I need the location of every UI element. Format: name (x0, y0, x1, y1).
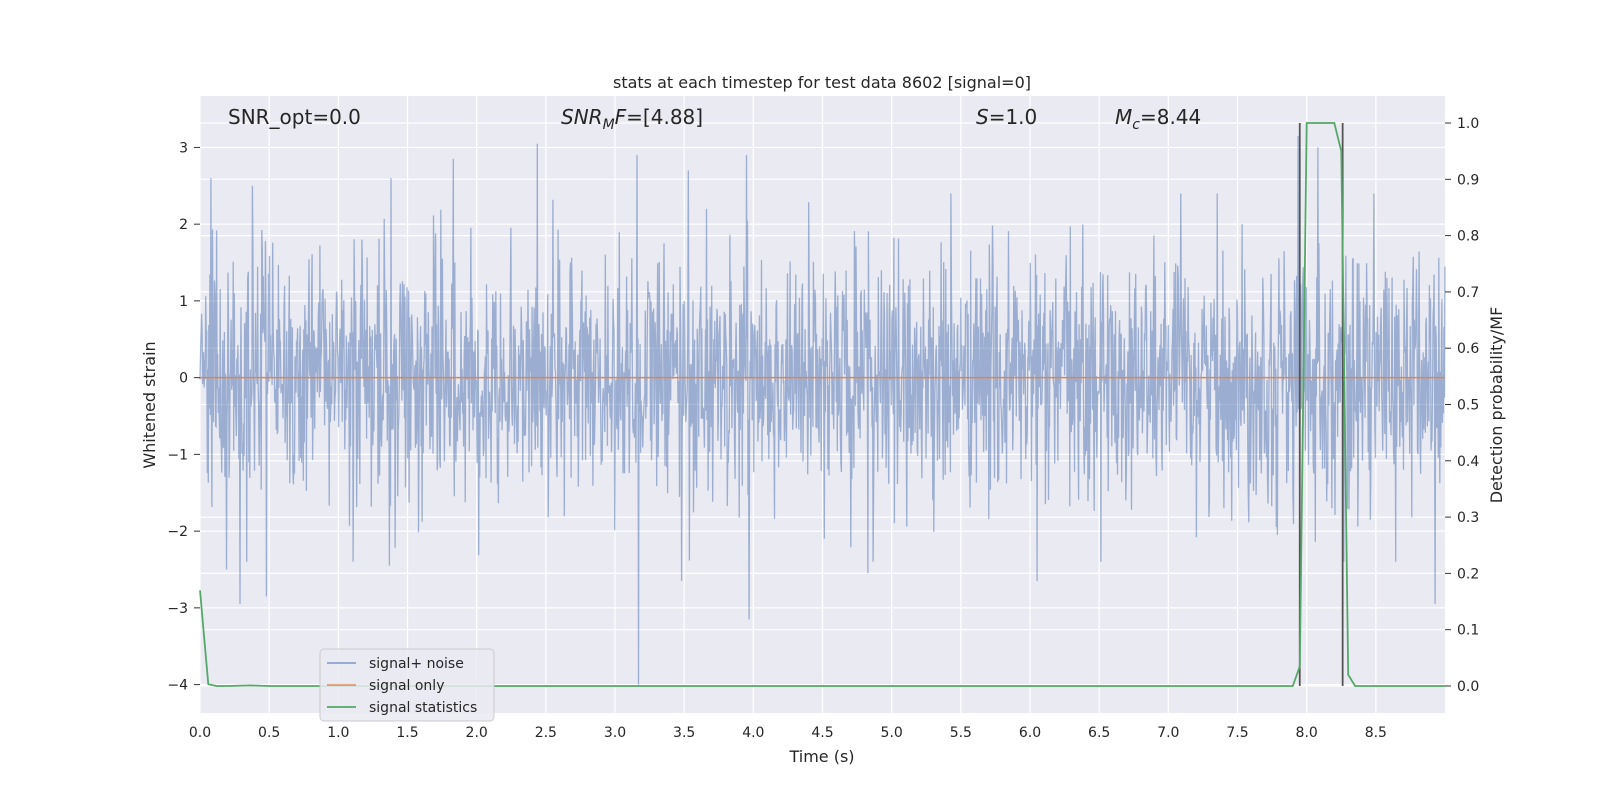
x-tick-label: 0.0 (189, 725, 211, 741)
grid (199, 96, 1445, 713)
mc-var: M (1115, 105, 1132, 129)
legend-label: signal+ noise (369, 656, 464, 672)
y-tick-label: −2 (167, 524, 188, 540)
mc-sub: c (1132, 117, 1140, 133)
x-tick-label: 8.0 (1296, 725, 1318, 741)
x-tick-label: 4.0 (742, 725, 764, 741)
y-axis-label: Whitened strain (140, 341, 159, 468)
y-tick-label: 3 (179, 140, 188, 156)
annotations: SNR_opt=0.0 SNRMF=[4.88] S=1.0 Mc=8.44 (228, 105, 1201, 133)
snr-mf-annotation: SNRMF=[4.88] (561, 105, 703, 133)
y-right-tick-label: 0.9 (1457, 172, 1479, 188)
y-right-tick-label: 0.8 (1457, 229, 1479, 245)
x-tick-label: 0.5 (258, 725, 280, 741)
mc-value: =8.44 (1140, 105, 1201, 129)
s-var: S (976, 105, 989, 129)
x-tick-label: 3.5 (673, 725, 695, 741)
noise-series (199, 135, 1446, 685)
y-right-tick-label: 0.5 (1457, 398, 1479, 414)
data-layer (199, 122, 1445, 687)
legend-box (319, 648, 495, 722)
x-tick-label: 8.5 (1365, 725, 1387, 741)
x-tick-label: 2.5 (535, 725, 557, 741)
x-tick-label: 7.0 (1157, 725, 1179, 741)
snr-mf-sub: M (603, 117, 615, 133)
y-tick-label: −3 (167, 601, 188, 617)
y-right-tick-label: 1.0 (1457, 116, 1479, 132)
noise-line (199, 135, 1446, 685)
snr-mf-main: SNR (561, 105, 603, 129)
legend-label: signal statistics (369, 700, 477, 716)
snr-mf-tail: F (615, 105, 627, 129)
x-axis-label: Time (s) (788, 747, 854, 766)
s-value: =1.0 (989, 105, 1038, 129)
x-tick-label: 1.5 (396, 725, 418, 741)
x-tick-label: 5.0 (881, 725, 903, 741)
s-annotation: S=1.0 (976, 105, 1037, 129)
x-tick-label: 3.0 (604, 725, 626, 741)
x-tick-label: 7.5 (1226, 725, 1248, 741)
x-tick-label: 6.5 (1088, 725, 1110, 741)
y-right-tick-label: 0.2 (1457, 566, 1479, 582)
snr-mf-value: =[4.88] (626, 105, 703, 129)
y-tick-label: 0 (179, 371, 188, 387)
legend-label: signal only (369, 678, 444, 694)
y-right-tick-label: 0.7 (1457, 285, 1479, 301)
ticks: 0.0 0.5 1.0 1.5 2.0 2.5 3.0 3.5 4.0 4.5 5.0 5.5 6.0 6… (167, 116, 1479, 741)
legend: signal+ noise signal only signal statistic… (319, 648, 495, 722)
snr-opt-annotation: SNR_opt=0.0 (228, 105, 361, 129)
x-tick-label: 5.5 (950, 725, 972, 741)
signal-statistics-line (199, 122, 1445, 687)
y-tick-label: −4 (167, 678, 188, 694)
y-right-tick-label: 0.4 (1457, 454, 1479, 470)
x-tick-label: 6.0 (1019, 725, 1041, 741)
y-right-axis-label: Detection probability/MF (1487, 307, 1506, 504)
y-right-tick-label: 0.1 (1457, 623, 1479, 639)
y-right-tick-label: 0.6 (1457, 341, 1479, 357)
y-right-tick-label: 0.0 (1457, 679, 1479, 695)
x-tick-label: 4.5 (811, 725, 833, 741)
mc-annotation: Mc=8.44 (1115, 105, 1201, 133)
y-tick-label: 1 (179, 294, 188, 310)
x-tick-label: 1.0 (327, 725, 349, 741)
x-tick-label: 2.0 (466, 725, 488, 741)
y-tick-label: −1 (167, 447, 188, 463)
chart-title: stats at each timestep for test data 860… (613, 73, 1031, 92)
y-right-tick-label: 0.3 (1457, 510, 1479, 526)
y-tick-label: 2 (179, 217, 188, 233)
